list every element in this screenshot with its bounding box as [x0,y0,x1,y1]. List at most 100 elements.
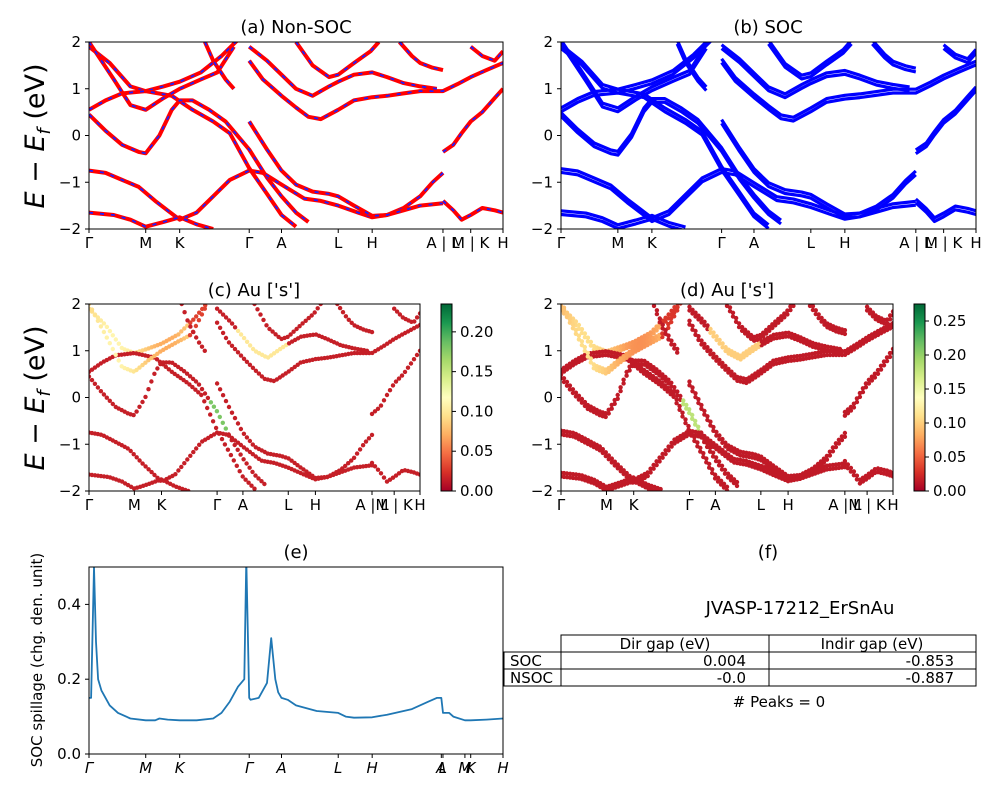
projected-point [708,348,713,353]
projected-point [199,344,205,349]
projected-point [405,365,411,370]
projected-point [854,473,860,478]
projected-point [267,326,272,332]
projected-point [250,469,255,475]
projected-point [194,314,199,319]
projected-point [576,333,582,338]
panel-b-xtick-label: M [611,234,624,252]
projected-point [202,391,208,396]
projected-point [658,486,663,491]
projected-point [663,374,668,380]
projected-point [366,436,372,441]
projected-point [273,332,278,337]
projected-point [184,380,189,385]
projected-point [226,404,232,410]
projected-point [624,470,629,476]
colorbar-d-tick-label: 0.15 [933,380,966,398]
projected-point [698,445,703,451]
projected-point [582,344,587,350]
projected-point [890,346,893,352]
projected-point [890,321,893,326]
projected-point [863,381,869,386]
projected-point [618,465,623,470]
projected-point [417,472,420,477]
projected-point [726,366,731,372]
soc-band [720,118,916,216]
projected-point [393,379,399,384]
projected-point [208,412,213,417]
projected-point [690,412,695,418]
projected-point [702,433,707,439]
soc-band [942,47,976,65]
projected-point [217,387,223,392]
projected-point [187,333,193,338]
projected-point [256,371,262,376]
panel-d-xtick-label: A [710,496,721,514]
projected-point [704,456,709,461]
projected-point [252,486,257,491]
soc-band [720,43,910,96]
projected-point [194,335,199,340]
projected-point [758,336,763,341]
projected-point [140,461,145,466]
projected-point [875,367,881,373]
projected-point [229,435,235,441]
projected-point [712,472,718,477]
projected-point [247,343,253,348]
panel-a-xtick-label: M [139,234,152,252]
projected-point [848,465,854,471]
projected-point [734,483,740,489]
colorbar-d-tick-label: 0.20 [933,346,966,364]
projected-point [214,409,220,414]
projected-point [214,306,220,311]
projected-point [89,304,92,307]
projected-point [654,324,659,329]
projected-point [179,304,184,307]
projected-point [210,419,216,424]
projected-point [588,356,593,361]
projected-point [657,369,662,374]
band-ylabel-mid: E − Ef (eV) [20,326,55,471]
projected-point [396,376,402,381]
projected-point [217,414,222,420]
projected-point [693,310,698,315]
projected-point [696,334,701,339]
projected-point [285,334,290,340]
projected-point [645,470,650,475]
projected-point [219,436,225,442]
colorbar-d-tick-label: 0.05 [933,448,966,466]
soc-band [720,57,976,119]
projected-point [232,442,237,448]
projected-point [717,445,722,450]
projected-point [110,346,116,352]
projected-point [742,327,748,332]
projected-point [190,376,196,382]
colorbar-d-tick-label: 0.25 [933,312,966,330]
projected-point [651,462,656,468]
projected-point [573,327,579,333]
projected-point [134,455,139,460]
panel-e-xtick-label: K [466,759,477,777]
panel-c-ytick-label: −1 [59,435,81,453]
projected-point [837,346,843,352]
projected-point [612,361,617,366]
projected-point [779,314,784,319]
projected-point [244,359,250,364]
projected-point [683,420,688,426]
projected-point [182,310,187,315]
soc-band [871,42,917,74]
soc-band [561,212,685,229]
projected-point [621,468,626,473]
projected-point [830,445,836,450]
projected-point [860,386,866,391]
projected-point [417,322,420,328]
projected-point [724,484,730,489]
projected-point [669,380,674,385]
projected-point [609,363,614,368]
projected-point [205,395,211,401]
projected-point [222,442,228,447]
projected-point [253,368,259,373]
projected-point [378,471,384,476]
band-ylabel-mid-sub: f [34,388,55,397]
